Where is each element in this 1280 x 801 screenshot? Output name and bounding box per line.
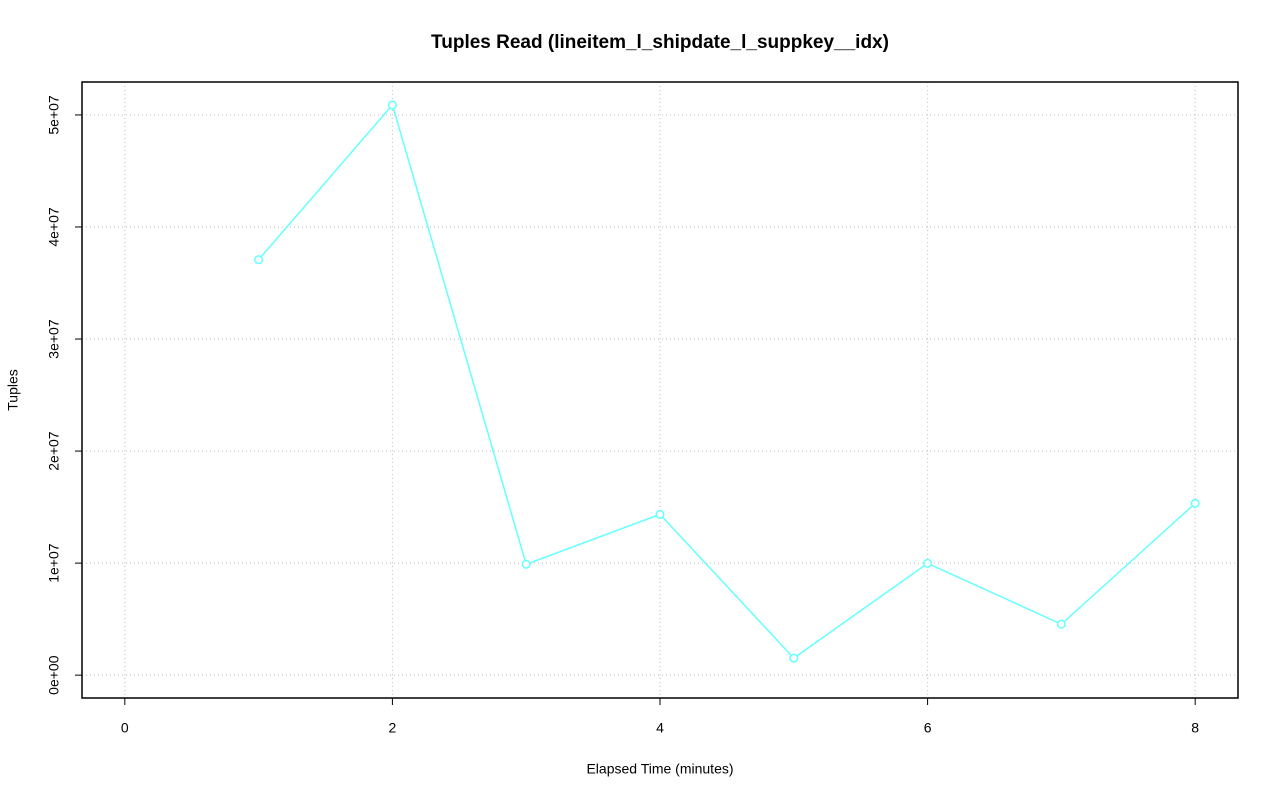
y-tick-label: 2e+07 [46, 431, 62, 471]
point [789, 653, 799, 663]
point [655, 509, 665, 519]
y-tick-label: 3e+07 [46, 319, 62, 359]
x-tick-label: 2 [389, 720, 397, 736]
x-tick-label: 4 [656, 720, 664, 736]
point [923, 558, 933, 568]
series-line [258, 103, 1196, 660]
point [387, 100, 397, 110]
point [521, 559, 531, 569]
y-tick-label: 5e+07 [46, 95, 62, 135]
plot-frame [81, 81, 1239, 699]
point [1056, 619, 1066, 629]
x-axis-label: Elapsed Time (minutes) [586, 761, 733, 777]
x-tick-label: 0 [121, 720, 129, 736]
point [1190, 498, 1200, 508]
x-tick-label: 6 [924, 720, 932, 736]
chart-title: Tuples Read (lineitem_l_shipdate_l_suppk… [431, 32, 889, 53]
y-tick-label: 4e+07 [46, 207, 62, 247]
y-tick-label: 1e+07 [46, 543, 62, 583]
y-axis-label: Tuples [5, 369, 21, 411]
x-tick-label: 8 [1191, 720, 1199, 736]
point [254, 255, 264, 265]
y-tick-label: 0e+00 [46, 655, 62, 695]
